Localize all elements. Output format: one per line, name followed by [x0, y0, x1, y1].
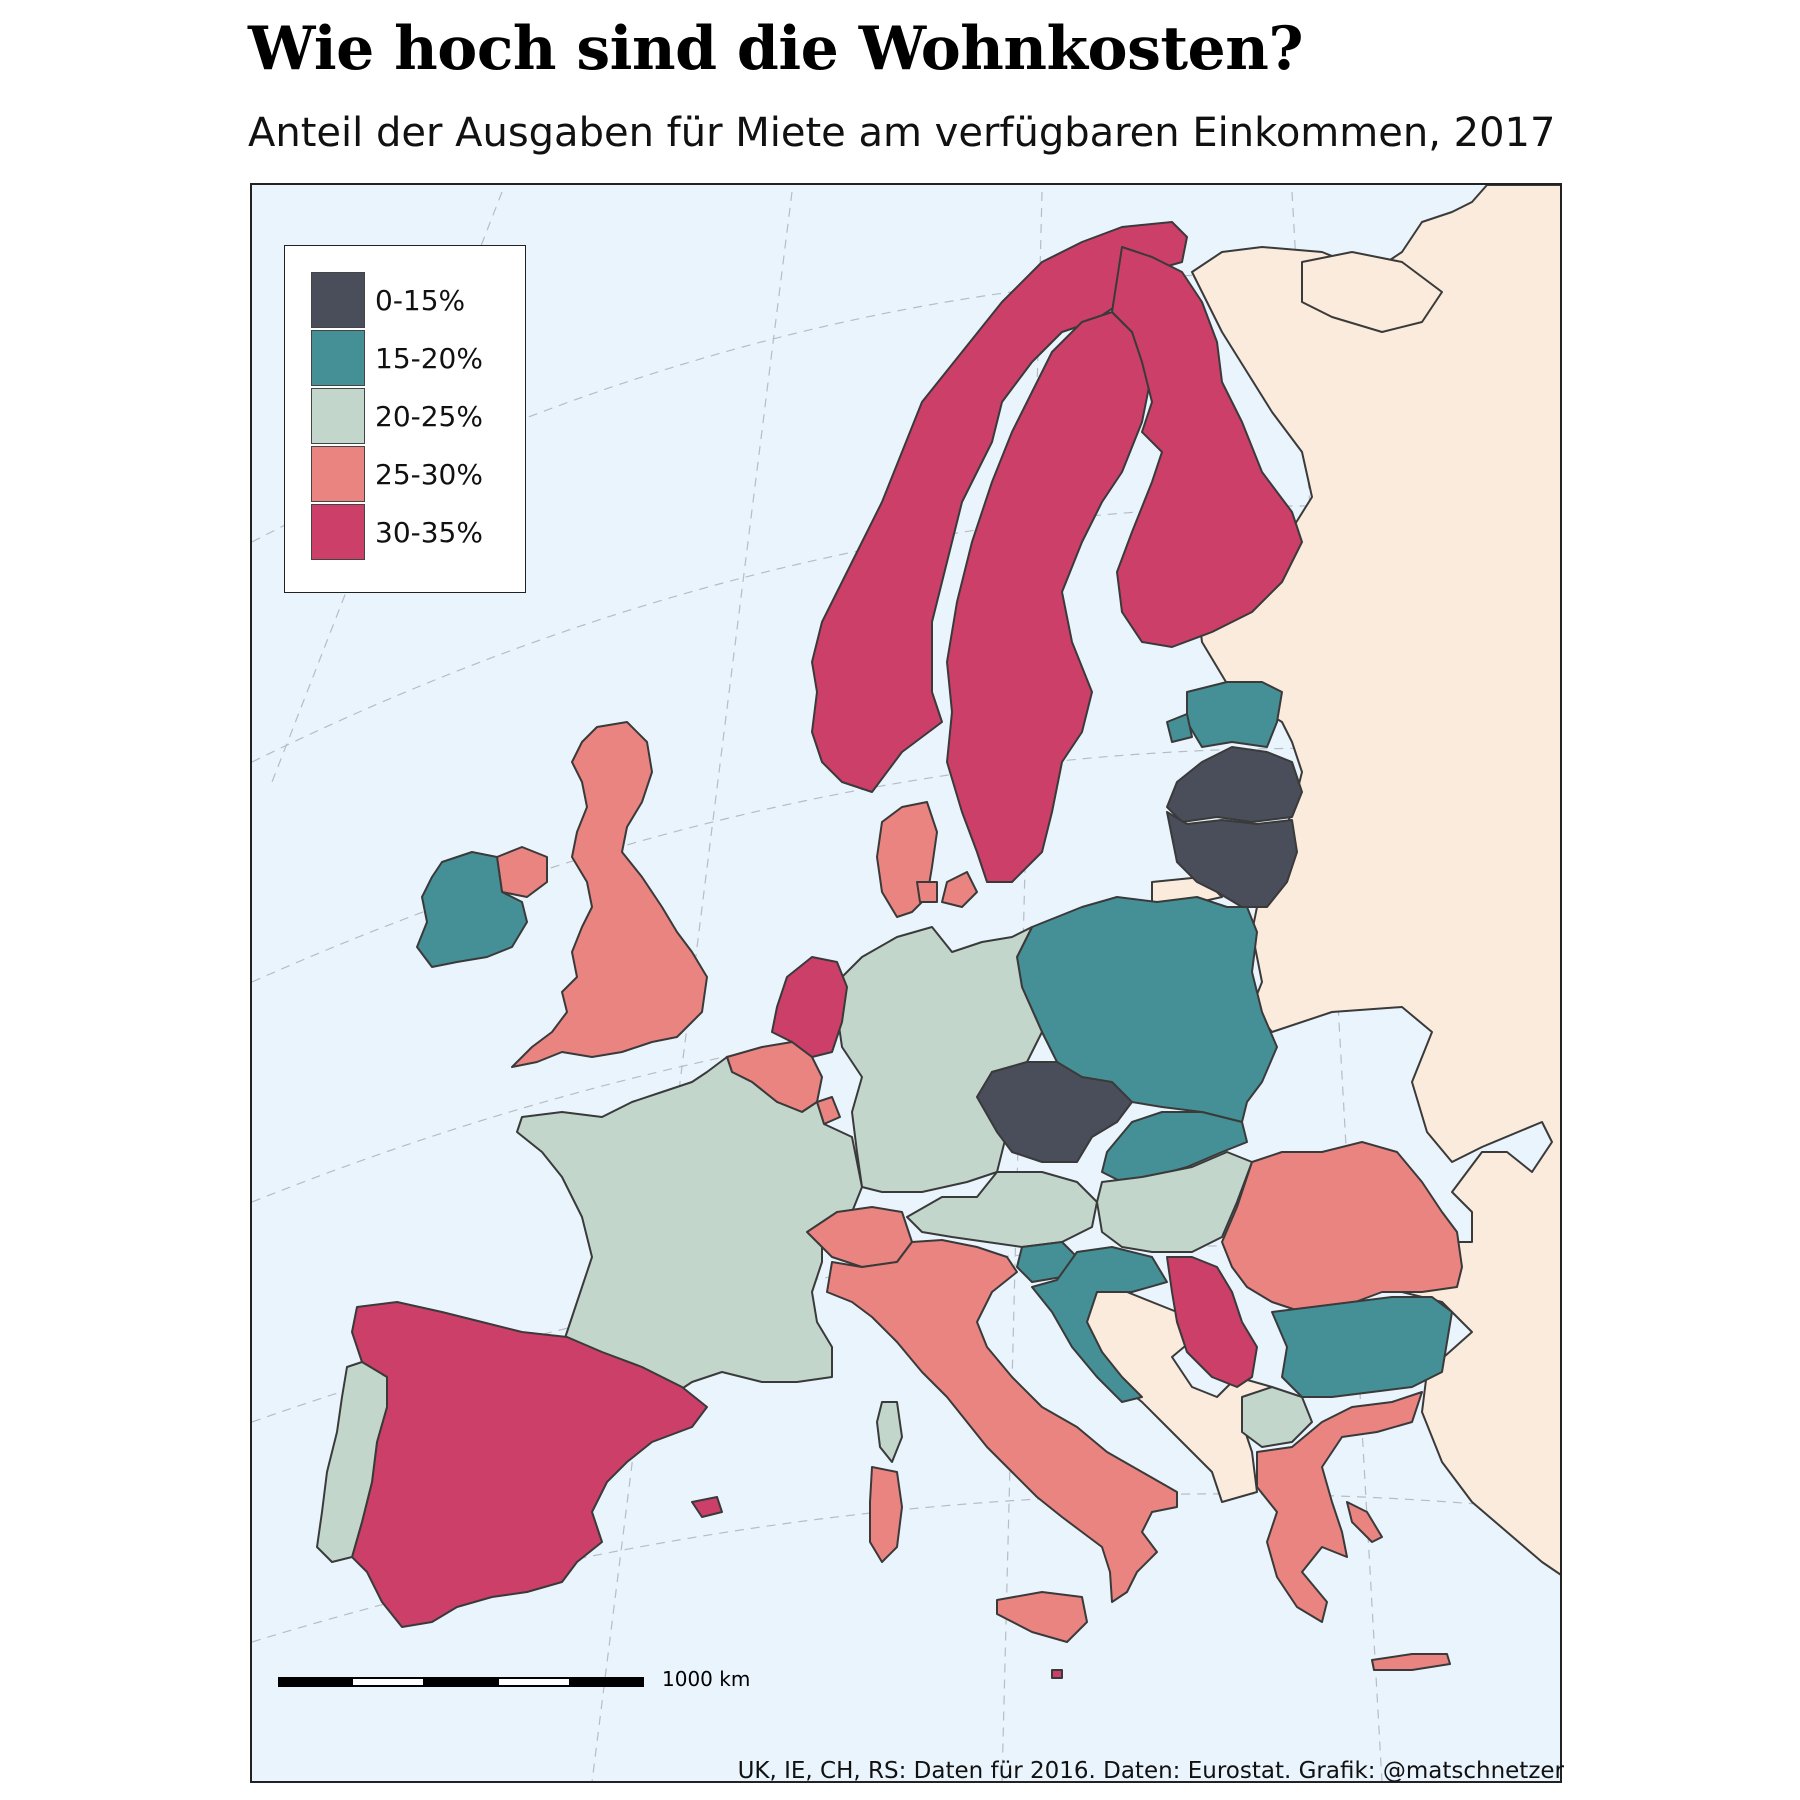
kola-peninsula — [1301, 251, 1443, 333]
country-hungary — [1096, 1151, 1253, 1253]
country-netherlands — [771, 956, 848, 1058]
source-note: UK, IE, CH, RS: Daten für 2016. Daten: E… — [737, 1758, 1564, 1784]
country-romania — [1221, 1141, 1463, 1313]
country-czechia — [976, 1061, 1133, 1163]
country-sweden — [946, 311, 1153, 883]
island-sardinia — [869, 1466, 903, 1563]
island-saaremaa — [1166, 713, 1193, 743]
island-crete — [1371, 1653, 1451, 1671]
country-united-kingdom — [511, 721, 708, 1068]
legend-label: 0-15% — [375, 284, 466, 317]
map-title: Wie hoch sind die Wohnkosten? — [248, 14, 1304, 84]
legend-swatch — [311, 272, 365, 328]
scale-bar-segment — [351, 1677, 425, 1687]
legend-swatch — [311, 388, 365, 444]
island-corsica — [876, 1401, 903, 1463]
country-poland — [1016, 896, 1278, 1123]
legend-label: 25-30% — [375, 458, 483, 491]
island-ireland-north — [496, 846, 548, 898]
legend-label: 15-20% — [375, 342, 483, 375]
map-legend: 0-15% 15-20% 20-25% 25-30% 30-35% — [284, 245, 526, 593]
legend-label: 30-35% — [375, 516, 483, 549]
country-latvia — [1166, 746, 1303, 823]
island-mallorca — [691, 1496, 723, 1518]
legend-swatch — [311, 446, 365, 502]
legend-item: 0-15% — [311, 272, 521, 328]
legend-swatch — [311, 504, 365, 560]
scale-bar-segment — [497, 1677, 571, 1687]
island-euboea — [1346, 1501, 1383, 1543]
legend-item: 20-25% — [311, 388, 521, 444]
scale-bar-segment — [424, 1677, 498, 1687]
country-serbia — [1166, 1256, 1258, 1388]
island-sicily — [996, 1591, 1088, 1643]
scale-bar-segment — [278, 1677, 352, 1687]
country-greece — [1256, 1391, 1423, 1623]
island-funen — [916, 881, 938, 903]
legend-item: 15-20% — [311, 330, 521, 386]
country-austria — [906, 1171, 1098, 1248]
country-portugal — [316, 1361, 388, 1563]
country-italy — [826, 1239, 1178, 1603]
legend-item: 30-35% — [311, 504, 521, 560]
island-zealand — [941, 871, 978, 908]
country-malta — [1051, 1669, 1063, 1679]
legend-label: 20-25% — [375, 400, 483, 433]
country-germany — [836, 926, 1043, 1193]
scale-bar-segment — [570, 1677, 644, 1687]
legend-swatch — [311, 330, 365, 386]
country-ireland — [416, 851, 528, 968]
scale-bar-label: 1000 km — [662, 1667, 751, 1691]
country-croatia — [1031, 1246, 1168, 1403]
country-north-macedonia — [1241, 1386, 1313, 1448]
country-bulgaria — [1271, 1296, 1453, 1398]
country-lithuania — [1166, 811, 1298, 908]
country-france — [516, 1056, 863, 1403]
map-frame — [250, 183, 1562, 1783]
legend-item: 25-30% — [311, 446, 521, 502]
country-estonia — [1186, 681, 1283, 748]
map-subtitle: Anteil der Ausgaben für Miete am verfügb… — [248, 110, 1556, 156]
europe-map — [252, 185, 1560, 1781]
country-finland — [1111, 246, 1303, 648]
